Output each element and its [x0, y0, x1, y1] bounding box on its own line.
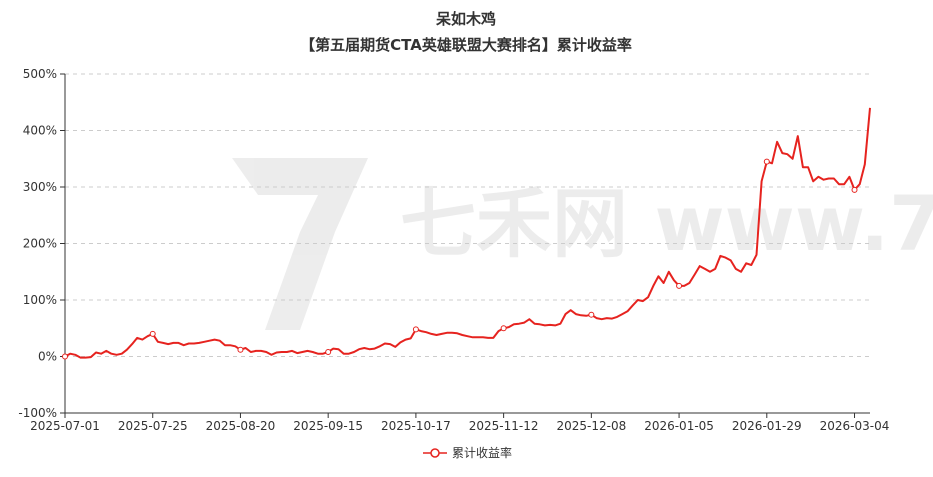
x-tick-label: 2025-07-01: [30, 419, 100, 433]
x-tick-label: 2025-09-15: [293, 419, 363, 433]
data-point[interactable]: [500, 325, 507, 332]
y-tick-label: 100%: [23, 293, 57, 307]
x-tick-label: 2025-10-17: [381, 419, 451, 433]
data-point[interactable]: [851, 186, 858, 193]
data-point[interactable]: [325, 348, 332, 355]
y-axis: -100% 0% 100% 200% 300% 400% 500%: [18, 67, 66, 420]
watermark-logo: 七禾网 www.7hcn.com: [232, 158, 933, 330]
chart-title: 呆如木鸡: [435, 10, 496, 28]
x-tick-label: 2025-07-25: [118, 419, 188, 433]
x-tick-label: 2026-03-04: [820, 419, 890, 433]
x-tick-label: 2025-12-08: [556, 419, 626, 433]
watermark-text: 七禾网 www.7hcn.com: [400, 179, 933, 268]
x-tick-label: 2026-01-29: [732, 419, 802, 433]
series-line: [64, 107, 871, 359]
y-tick-label: -100%: [18, 406, 57, 420]
data-point[interactable]: [62, 353, 68, 360]
legend-label: 累计收益率: [452, 445, 512, 460]
chart-subtitle: 【第五届期货CTA英雄联盟大赛排名】累计收益率: [300, 36, 632, 54]
y-tick-label: 400%: [23, 124, 57, 138]
x-tick-label: 2025-08-20: [206, 419, 276, 433]
x-axis: 2025-07-01 2025-07-25 2025-08-20 2025-09-15…: [30, 412, 890, 433]
data-point[interactable]: [676, 282, 683, 289]
series-layer: [62, 107, 871, 360]
data-point[interactable]: [588, 311, 595, 318]
y-tick-label: 300%: [23, 180, 57, 194]
y-tick-label: 200%: [23, 237, 57, 251]
data-point[interactable]: [412, 326, 419, 333]
legend-marker: [430, 448, 440, 458]
x-tick-label: 2025-11-12: [469, 419, 539, 433]
x-tick-label: 2026-01-05: [644, 419, 714, 433]
legend[interactable]: 累计收益率: [423, 445, 512, 460]
data-point[interactable]: [237, 346, 244, 353]
data-point[interactable]: [149, 330, 156, 337]
data-point[interactable]: [763, 158, 770, 165]
y-tick-label: 0%: [38, 350, 57, 364]
y-tick-label: 500%: [23, 67, 57, 81]
